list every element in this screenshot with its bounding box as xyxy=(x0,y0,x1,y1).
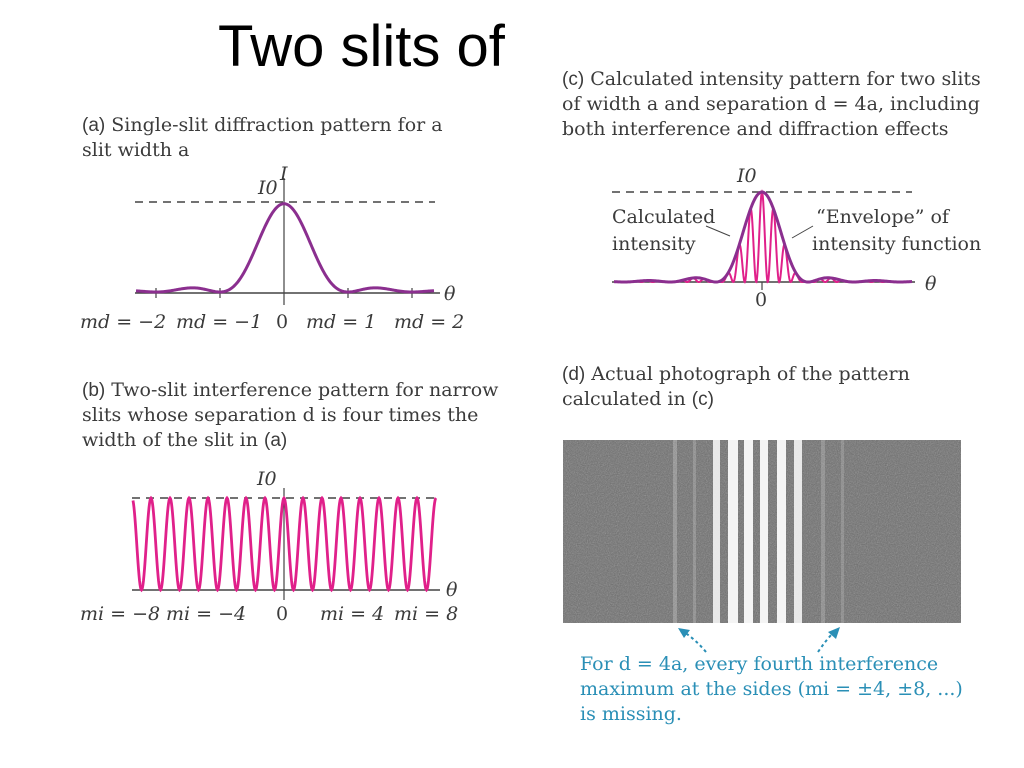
panel-c-letter: (c) xyxy=(562,69,585,90)
panel-a-peak-label: I0 xyxy=(257,177,278,199)
panel-b-plot: I0 θ mi = −8 mi = −4 0 mi = 4 mi = 8 xyxy=(80,468,458,625)
photo-bright-fringe xyxy=(760,440,768,623)
photo-bright-fringe xyxy=(841,440,844,623)
photo-bright-fringe xyxy=(693,440,696,623)
right-dotted-arrow xyxy=(817,631,835,653)
photo-bright-fringe xyxy=(744,440,753,623)
panel-b-tick-label-m4: mi = 4 xyxy=(320,603,384,625)
photo-bright-fringe xyxy=(794,440,802,623)
panel-c-left-annotation-1: Calculated xyxy=(612,206,715,228)
photo-bright-fringe xyxy=(713,440,720,623)
panel-a-tick-label-m-2: md = −2 xyxy=(80,311,166,333)
panel-b-interference-curve xyxy=(131,495,438,593)
panel-d-note-line2: maximum at the sides (mi = ±4, ±8, ...) xyxy=(580,678,963,700)
slide-title: Two slits of xyxy=(218,14,505,79)
photo-bright-fringe xyxy=(821,440,825,623)
panel-c-caption-line3: both interference and diffraction effect… xyxy=(562,118,949,140)
panel-c-zero-label: 0 xyxy=(755,289,767,311)
panel-c-right-annotation-2: intensity function xyxy=(812,233,981,255)
panel-d-caption: (d) Actual photograph of the pattern cal… xyxy=(562,362,910,412)
panel-c-left-pointer xyxy=(705,225,731,237)
panel-c-caption-line1: Calculated intensity pattern for two sli… xyxy=(590,68,981,90)
panel-d-caption-line1: Actual photograph of the pattern xyxy=(591,363,910,385)
panel-b-tick-label-m-4: mi = −4 xyxy=(166,603,246,625)
panel-a-tick-label-0: 0 xyxy=(276,311,288,333)
panel-c-right-pointer xyxy=(791,225,814,239)
panel-b-tick-label-m-8: mi = −8 xyxy=(80,603,160,625)
panel-d-note: For d = 4a, every fourth interference ma… xyxy=(580,652,963,727)
panel-b-letter: (b) xyxy=(82,380,106,401)
panel-c-right-annotation-1: “Envelope” of xyxy=(816,206,951,228)
panel-b-tick-label-m8: mi = 8 xyxy=(394,603,458,625)
panel-b-caption-line2: slits whose separation d is four times t… xyxy=(82,404,479,426)
panel-a-caption-line1: Single-slit diffraction pattern for a xyxy=(111,114,443,136)
panel-d-caption-ref: (c) xyxy=(691,389,714,410)
panel-d-note-line3: is missing. xyxy=(580,703,682,725)
panel-c-caption-line2: of width a and separation d = 4a, includ… xyxy=(562,93,980,115)
panel-a-x-symbol: θ xyxy=(444,283,456,305)
panel-b-caption-ref: (a) xyxy=(264,430,288,451)
panel-b-caption-line3: width of the slit in xyxy=(82,429,258,451)
panel-a-tick-label-m1: md = 1 xyxy=(306,311,376,333)
panel-d-caption-line2: calculated in xyxy=(562,388,686,410)
panel-b-x-symbol: θ xyxy=(446,579,458,601)
panel-c-caption: (c) Calculated intensity pattern for two… xyxy=(562,67,981,142)
panel-c-envelope-curve xyxy=(613,190,913,284)
right-arrow-head-icon xyxy=(828,627,840,639)
panel-a-letter: (a) xyxy=(82,115,106,136)
panel-d-photograph xyxy=(563,440,961,623)
panel-b-caption: (b) Two-slit interference pattern for na… xyxy=(82,378,498,453)
panel-a-tick-label-m-1: md = −1 xyxy=(176,311,262,333)
left-arrow-head-icon xyxy=(678,628,690,638)
panel-c-left-annotation-2: intensity xyxy=(612,233,696,255)
panel-b-tick-label-0: 0 xyxy=(276,603,288,625)
panel-a-tick-label-m2: md = 2 xyxy=(394,311,464,333)
panel-d-note-line1: For d = 4a, every fourth interference xyxy=(580,653,939,675)
panel-d-arrows xyxy=(678,627,840,653)
photo-bright-fringe xyxy=(673,440,677,623)
photo-fringes xyxy=(673,440,844,623)
panel-a-plot: I0 I θ md = −2 md = −1 0 md = 1 md = 2 xyxy=(80,163,464,333)
photo-bright-fringe xyxy=(728,440,738,623)
panel-c-plot: I0 Calculated intensity “Envelope” of in… xyxy=(612,165,981,311)
left-dotted-arrow xyxy=(683,631,707,653)
panel-b-caption-line1: Two-slit interference pattern for narrow xyxy=(111,379,499,401)
panel-b-peak-label: I0 xyxy=(256,468,277,490)
panel-c-peak-label: I0 xyxy=(736,165,757,187)
panel-c-x-symbol: θ xyxy=(925,273,937,295)
panel-a-diffraction-curve xyxy=(135,202,435,294)
panel-a-y-label: I xyxy=(279,163,288,185)
photo-bright-fringe xyxy=(777,440,786,623)
panel-d-letter: (d) xyxy=(562,364,586,385)
panel-a-caption-line2: slit width a xyxy=(82,139,190,161)
panel-a-caption: (a) Single-slit diffraction pattern for … xyxy=(82,113,443,163)
